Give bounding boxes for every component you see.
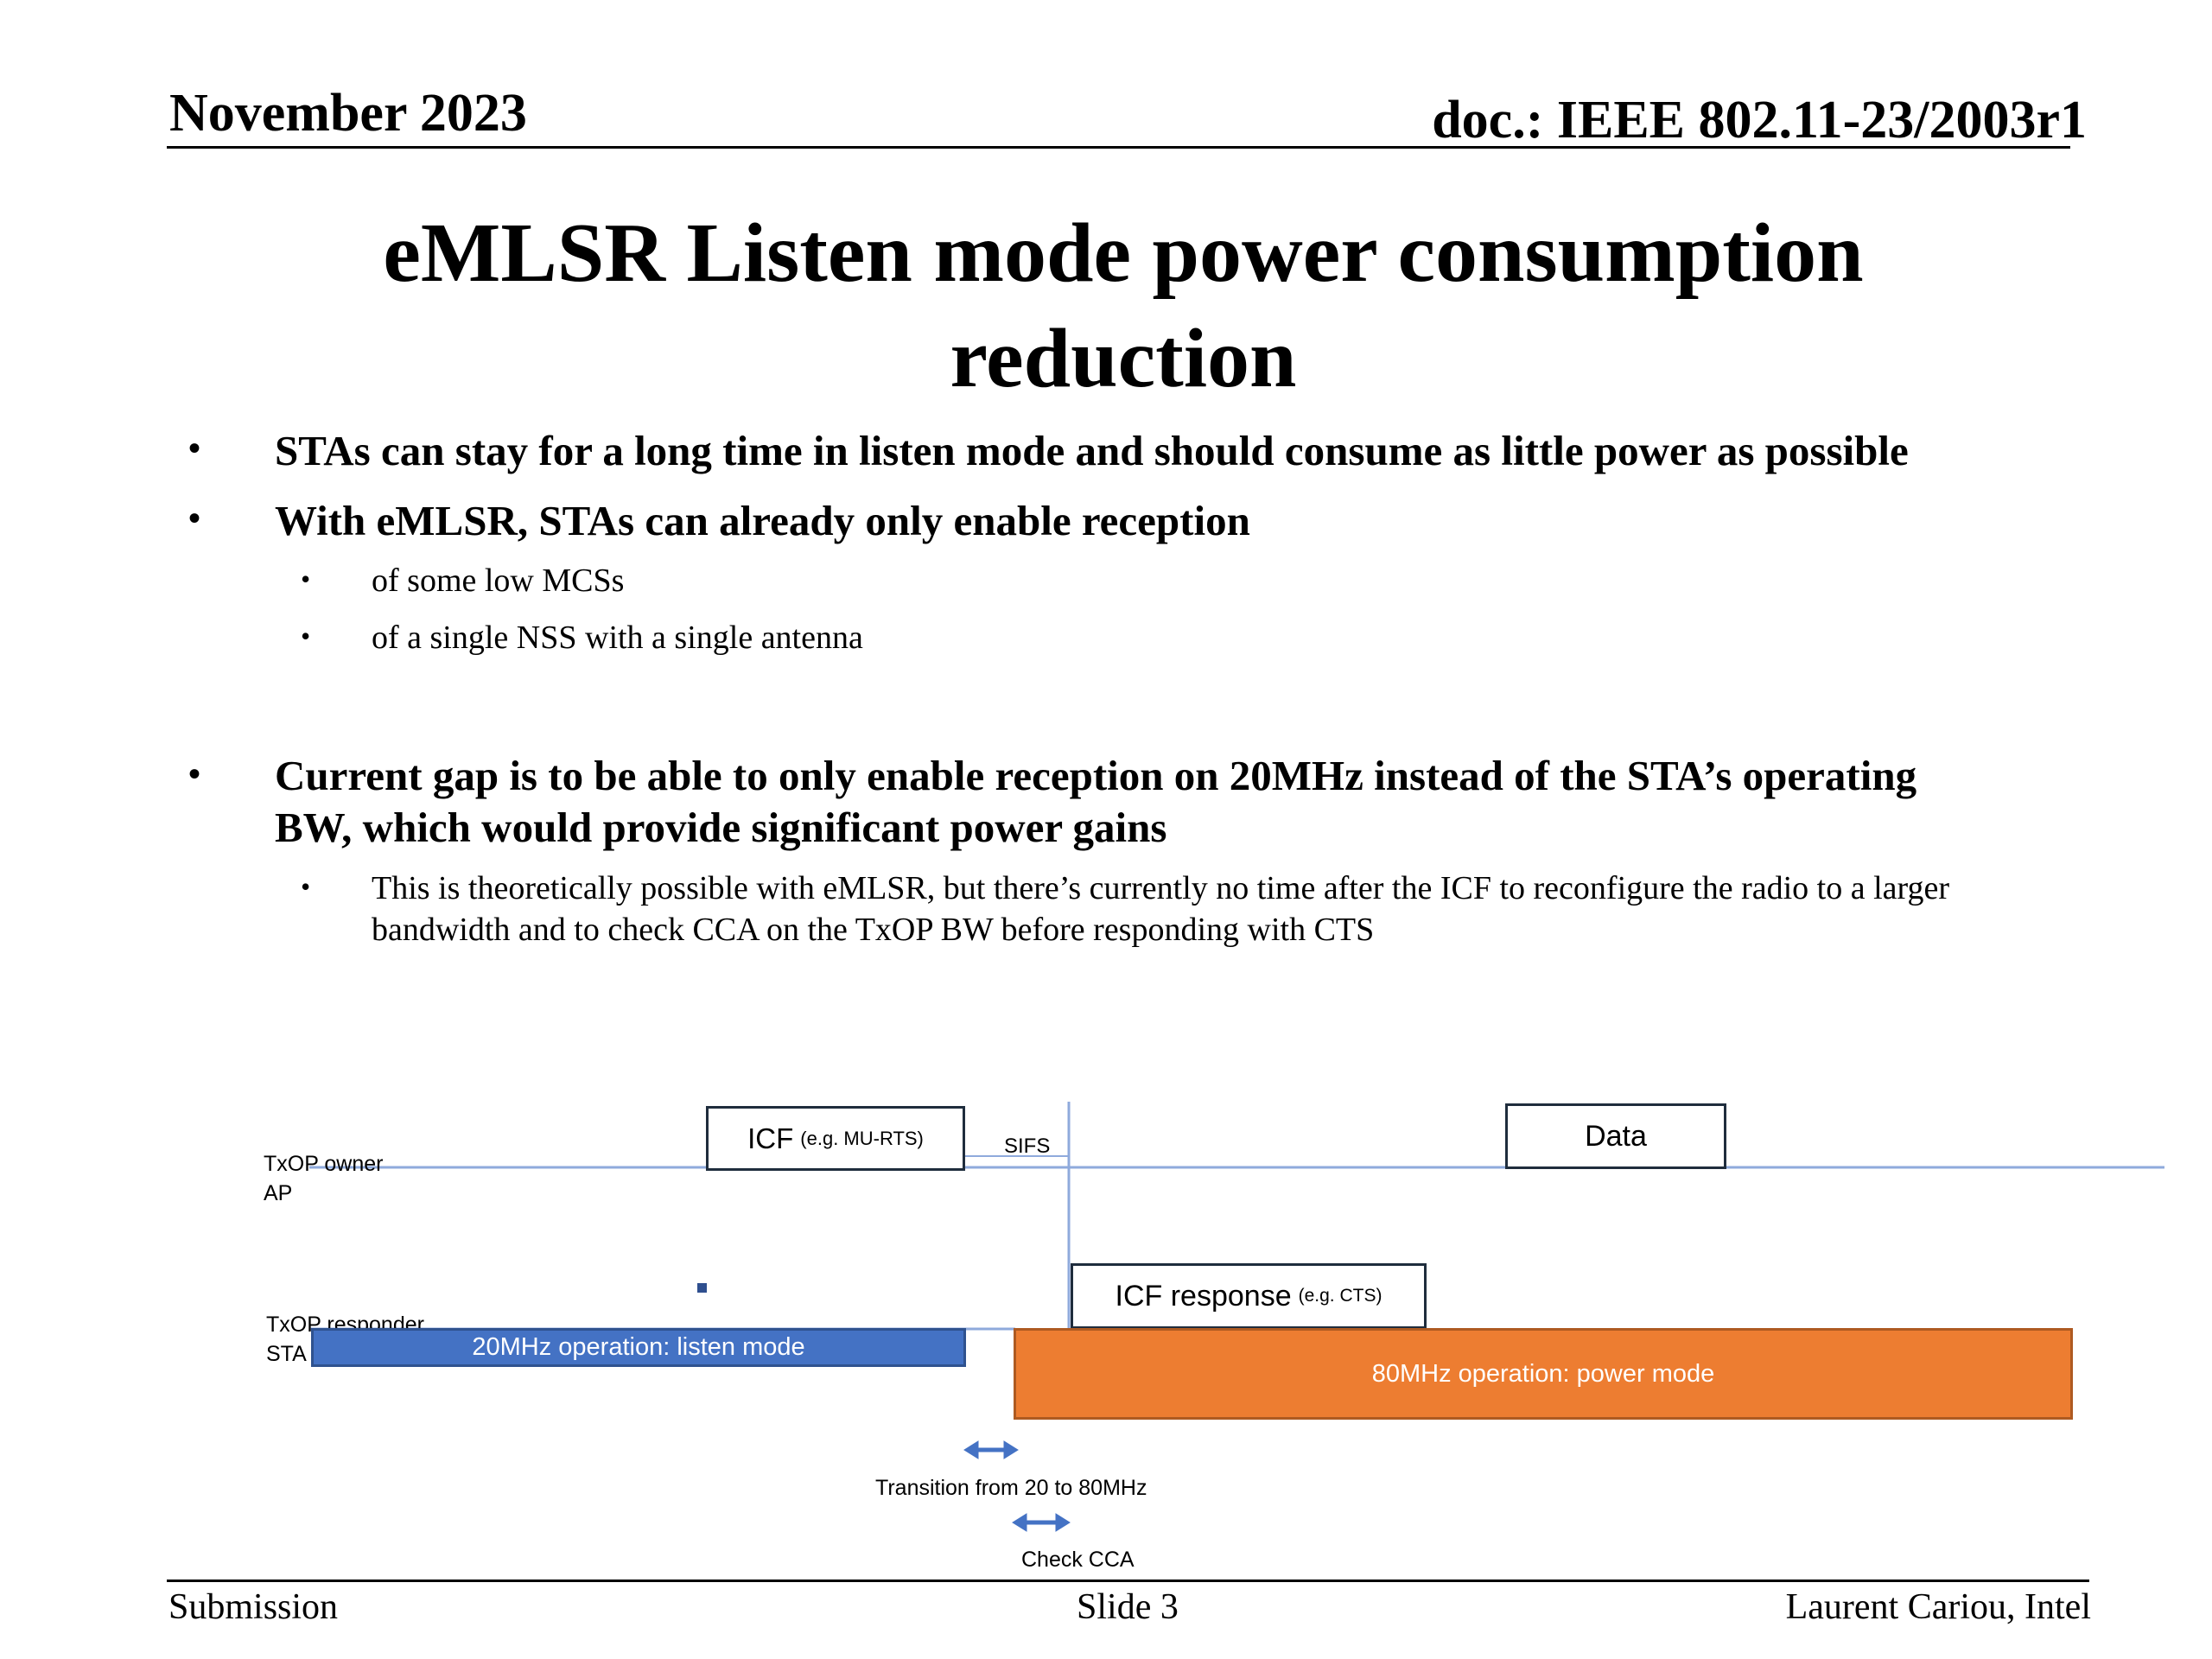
bullet-2-text: With eMLSR, STAs can already only enable… [275,497,1250,544]
icf-frame-box: ICF (e.g. MU-RTS) [706,1106,965,1171]
power-mode-label: 80MHz operation: power mode [1371,1359,1715,1388]
icf-label: ICF [747,1122,794,1154]
footer-slide-number: Slide 3 [1077,1587,1179,1627]
bullet-dot: • [188,499,201,537]
sub-bullet-dot: • [301,871,311,902]
sifs-label: SIFS [1004,1135,1051,1158]
footer-submission: Submission [168,1587,339,1627]
sub-bullet-dot: • [301,563,311,594]
bullet-2-sub-1: of some low MCSs [372,563,625,599]
icf-example-label: (e.g. MU-RTS) [800,1127,924,1149]
bullet-3-line-1: Current gap is to be able to only enable… [275,752,1917,799]
header-doc-id: doc.: IEEE 802.11-23/2003r1 [1432,91,2087,149]
ap-label-line-2: AP [264,1181,293,1205]
ap-label: TxOP owner AP [264,1149,383,1208]
data-label: Data [1585,1119,1647,1153]
title-line-2: reduction [950,312,1297,405]
power-mode-bar: 80MHz operation: power mode [1014,1328,2073,1420]
ap-label-line-1: TxOP owner [264,1152,384,1176]
bullet-3-text: Current gap is to be able to only enable… [275,750,2176,854]
header-date: November 2023 [169,84,527,143]
data-frame-box: Data [1505,1103,1726,1169]
check-cca-label: Check CCA [1021,1548,1135,1572]
icf-response-label: ICF response [1115,1279,1292,1313]
bullet-2-sub-2: of a single NSS with a single antenna [372,620,863,656]
listen-mode-label: 20MHz operation: listen mode [472,1333,805,1361]
bullet-3-sub-line-1: This is theoretically possible with eMLS… [372,870,1949,906]
check-cca-arrow [1012,1513,1071,1532]
bullet-dot: • [188,754,201,793]
icf-response-example-label: (e.g. CTS) [1298,1286,1382,1306]
listen-mode-bar: 20MHz operation: listen mode [311,1328,966,1367]
bullet-3-sub-line-2: bandwidth and to check CCA on the TxOP B… [372,912,1375,948]
footer-author: Laurent Cariou, Intel [1785,1587,2091,1627]
bullet-3-line-2: BW, which would provide significant powe… [275,804,1167,851]
sta-label-line-2: STA [266,1342,307,1366]
title-line-1: eMLSR Listen mode power consumption [383,207,1864,300]
bullet-dot: • [188,429,201,467]
icf-response-box: ICF response (e.g. CTS) [1071,1263,1427,1329]
transition-label: Transition from 20 to 80MHz [875,1476,1147,1500]
sub-bullet-dot: • [301,620,311,652]
bullet-1-text: STAs can stay for a long time in listen … [275,427,1909,474]
transition-arrow [963,1440,1019,1459]
header-divider [167,146,2070,149]
small-marker [697,1283,707,1293]
slide-title: eMLSR Listen mode power consumption redu… [156,200,2091,411]
footer-divider [167,1580,2089,1582]
bullet-3-sub: This is theoretically possible with eMLS… [372,868,2203,950]
